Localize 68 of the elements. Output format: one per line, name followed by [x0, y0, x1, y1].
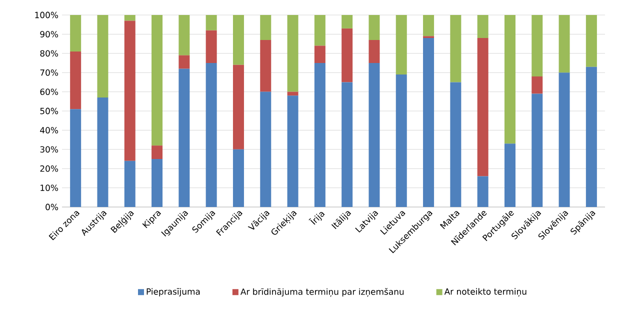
bar: [97, 98, 108, 207]
bar: [260, 92, 272, 207]
bar: [450, 14, 462, 82]
bar: [558, 14, 570, 73]
bar: [97, 14, 108, 98]
y-tick-label: 10%: [40, 184, 58, 192]
bar: [70, 14, 82, 52]
y-tick-label: 0%: [46, 204, 58, 210]
bar: [532, 14, 543, 76]
bar: [477, 38, 488, 176]
legend-label: Pieprasījuma: [146, 288, 200, 296]
bar: [287, 14, 298, 92]
bar: [477, 176, 488, 207]
bar: [152, 14, 163, 146]
legend-label: Ar noteikto termiņu: [444, 288, 526, 297]
bar: [152, 146, 163, 159]
bar: [342, 28, 353, 82]
legend-label: Ar brīdinājuma termiņu par izņemšanu: [240, 288, 404, 297]
bar: [178, 55, 190, 69]
bar: [232, 64, 244, 150]
bar: [368, 40, 380, 63]
bar: [70, 51, 82, 110]
bar: [504, 144, 516, 207]
bar: [206, 30, 217, 63]
bar: [504, 14, 516, 144]
y-tick-label: 30%: [40, 146, 58, 153]
bar: [396, 74, 407, 207]
y-tick-label: 100%: [35, 12, 58, 18]
bar: [206, 14, 217, 30]
bar: [368, 14, 380, 40]
bar: [124, 14, 136, 21]
bar: [342, 82, 353, 207]
bar: [70, 109, 82, 207]
bar: [342, 14, 353, 28]
bar: [124, 160, 136, 207]
bar: [423, 14, 434, 36]
x-tick-label: Īrija: [308, 212, 325, 225]
bar: [178, 14, 190, 56]
y-tick-label: 80%: [40, 50, 58, 57]
bar: [558, 72, 570, 207]
bar: [152, 159, 163, 207]
y-tick-label: 20%: [40, 165, 58, 172]
bar: [314, 46, 326, 63]
bar: [532, 94, 543, 207]
y-tick-label: 70%: [40, 69, 58, 76]
bar: [314, 14, 326, 46]
bar: [178, 68, 190, 207]
y-tick-label: 40%: [40, 127, 58, 134]
bar: [477, 14, 488, 38]
bar: [396, 14, 407, 75]
y-tick-label: 90%: [40, 31, 58, 38]
bar: [232, 149, 244, 207]
bar: [450, 82, 462, 207]
bar: [532, 76, 543, 94]
bar: [287, 96, 298, 207]
y-tick-label: 60%: [40, 88, 58, 96]
bar: [368, 63, 380, 207]
y-tick-label: 50%: [40, 108, 58, 114]
bar: [206, 63, 217, 207]
bar: [260, 40, 272, 92]
bar: [586, 66, 597, 207]
bar: [314, 63, 326, 207]
bar: [287, 92, 298, 96]
bar: [124, 20, 136, 161]
bar: [586, 14, 597, 67]
bar: [423, 38, 434, 207]
bar: [260, 14, 272, 40]
bar: [232, 14, 244, 65]
